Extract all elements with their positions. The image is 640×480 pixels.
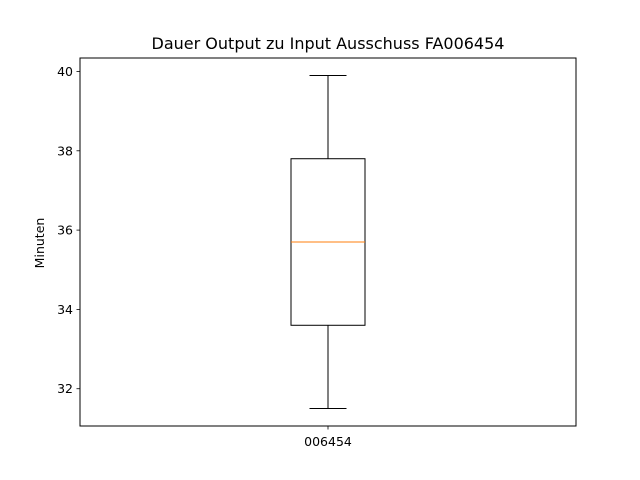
y-tick-label: 38 [57,143,73,158]
y-tick-label: 34 [57,302,73,317]
y-tick-label: 40 [57,64,73,79]
y-tick-label: 32 [57,381,73,396]
x-tick-label: 006454 [304,434,352,449]
y-tick-label: 36 [57,223,73,238]
plot-area: 32 34 36 38 40 006454 [57,64,366,449]
plot-frame [79,57,577,427]
y-axis-label: Minuten [32,218,47,269]
chart-title: Dauer Output zu Input Ausschuss FA006454 [152,34,505,53]
